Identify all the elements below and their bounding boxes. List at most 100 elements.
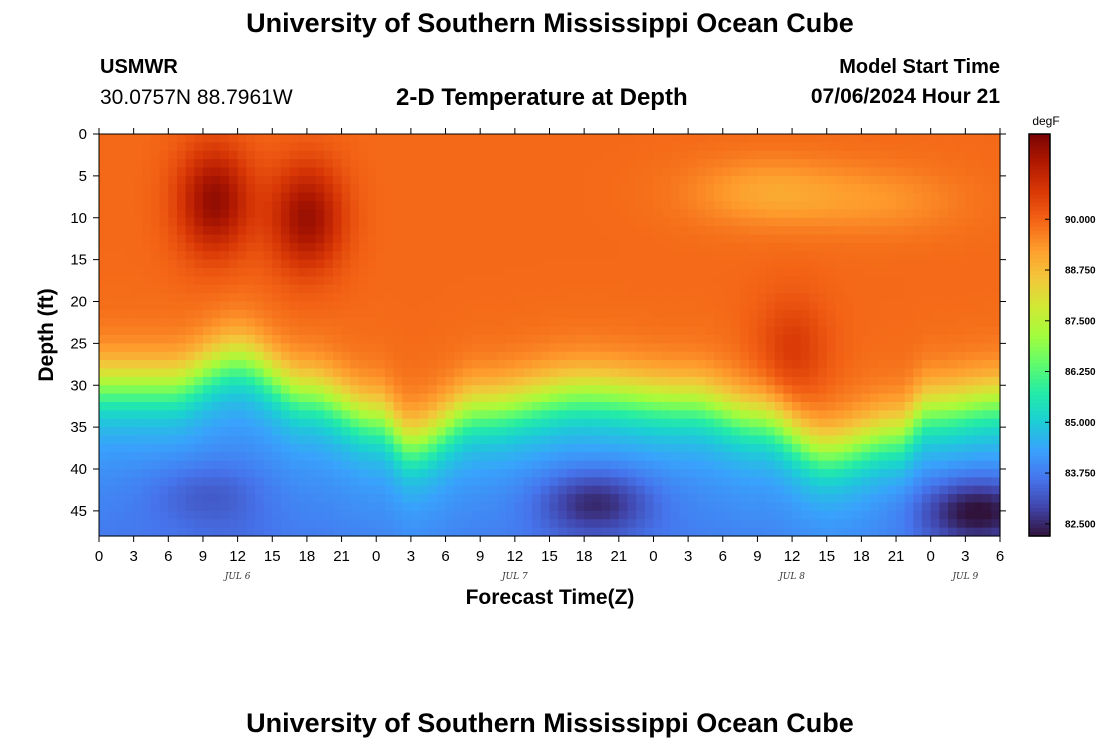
heatmap-cell	[705, 192, 715, 202]
heatmap-cell	[376, 376, 386, 386]
heatmap-cell	[393, 427, 403, 437]
heatmap-cell	[792, 175, 802, 185]
heatmap-cell	[480, 276, 490, 286]
heatmap-cell	[922, 343, 932, 353]
heatmap-cell	[948, 159, 958, 169]
heatmap-cell	[532, 217, 542, 227]
heatmap-cell	[306, 209, 317, 219]
heatmap-cell	[402, 485, 412, 495]
heatmap-cell	[99, 251, 109, 261]
heatmap-cell	[844, 443, 854, 453]
heatmap-cell	[705, 376, 715, 386]
heatmap-cell	[757, 435, 767, 445]
heatmap-cell	[324, 502, 334, 512]
heatmap-cell	[930, 226, 940, 236]
heatmap-cell	[280, 192, 291, 202]
heatmap-cell	[367, 519, 377, 529]
heatmap-cell	[913, 234, 923, 244]
heatmap-cell	[696, 226, 707, 236]
heatmap-cell	[159, 418, 169, 428]
heatmap-cell	[670, 326, 681, 336]
heatmap-cell	[176, 410, 187, 420]
heatmap-cell	[402, 226, 412, 236]
heatmap-cell	[610, 351, 620, 361]
heatmap-cell	[220, 351, 230, 361]
heatmap-cell	[662, 469, 672, 478]
heatmap-cell	[800, 385, 810, 395]
heatmap-cell	[402, 167, 412, 177]
heatmap-cell	[211, 427, 221, 437]
heatmap-cell	[670, 435, 681, 445]
heatmap-cell	[644, 217, 655, 227]
heatmap-cell	[202, 393, 213, 403]
heatmap-cell	[887, 385, 897, 395]
heatmap-cell	[705, 326, 715, 336]
heatmap-cell	[610, 209, 620, 219]
heatmap-cell	[540, 452, 551, 462]
heatmap-cell	[341, 527, 351, 537]
heatmap-cell	[116, 519, 126, 529]
heatmap-cell	[844, 343, 854, 353]
heatmap-cell	[506, 402, 516, 411]
heatmap-cell	[826, 309, 836, 319]
heatmap-cell	[930, 385, 940, 395]
heatmap-cell	[194, 184, 204, 194]
heatmap-cell	[532, 469, 542, 478]
heatmap-cell	[445, 485, 455, 495]
heatmap-cell	[514, 251, 525, 261]
heatmap-cell	[454, 284, 464, 294]
heatmap-cell	[488, 276, 499, 286]
heatmap-cell	[705, 284, 715, 294]
heatmap-cell	[488, 201, 499, 210]
heatmap-cell	[575, 469, 585, 478]
heatmap-cell	[402, 502, 412, 512]
heatmap-cell	[783, 519, 793, 529]
heatmap-cell	[653, 134, 663, 143]
heatmap-cell	[766, 460, 776, 470]
heatmap-cell	[896, 242, 906, 252]
heatmap-cell	[870, 368, 880, 378]
heatmap-cell	[254, 142, 265, 152]
heatmap-cell	[792, 393, 802, 403]
heatmap-cell	[662, 201, 672, 210]
heatmap-cell	[142, 251, 152, 261]
heatmap-cell	[800, 452, 810, 462]
heatmap-cell	[601, 268, 611, 277]
heatmap-cell	[566, 502, 577, 512]
heatmap-cell	[99, 318, 109, 328]
heatmap-cell	[558, 469, 568, 478]
heatmap-cell	[523, 268, 533, 277]
heatmap-cell	[168, 301, 178, 311]
heatmap-cell	[818, 217, 828, 227]
heatmap-cell	[965, 527, 975, 537]
heatmap-cell	[757, 443, 767, 453]
heatmap-cell	[194, 502, 204, 512]
heatmap-cell	[627, 452, 637, 462]
heatmap-cell	[913, 242, 923, 252]
heatmap-cell	[922, 351, 932, 361]
heatmap-cell	[488, 192, 499, 202]
heatmap-cell	[601, 527, 611, 537]
heatmap-cell	[254, 276, 265, 286]
heatmap-cell	[514, 226, 525, 236]
heatmap-cell	[471, 201, 481, 210]
heatmap-cell	[341, 385, 351, 395]
heatmap-cell	[896, 435, 906, 445]
heatmap-cell	[991, 268, 1001, 277]
heatmap-cell	[194, 309, 204, 319]
heatmap-cell	[636, 385, 646, 395]
heatmap-cell	[948, 502, 958, 512]
heatmap-cell	[696, 217, 707, 227]
heatmap-cell	[731, 142, 741, 152]
heatmap-cell	[133, 418, 143, 428]
heatmap-cell	[852, 510, 862, 520]
heatmap-cell	[835, 184, 845, 194]
heatmap-cell	[99, 510, 109, 520]
heatmap-cell	[506, 351, 516, 361]
heatmap-cell	[679, 276, 689, 286]
heatmap-cell	[948, 309, 958, 319]
heatmap-cell	[705, 427, 715, 437]
heatmap-cell	[705, 242, 715, 252]
heatmap-cell	[774, 284, 785, 294]
heatmap-cell	[159, 402, 169, 411]
